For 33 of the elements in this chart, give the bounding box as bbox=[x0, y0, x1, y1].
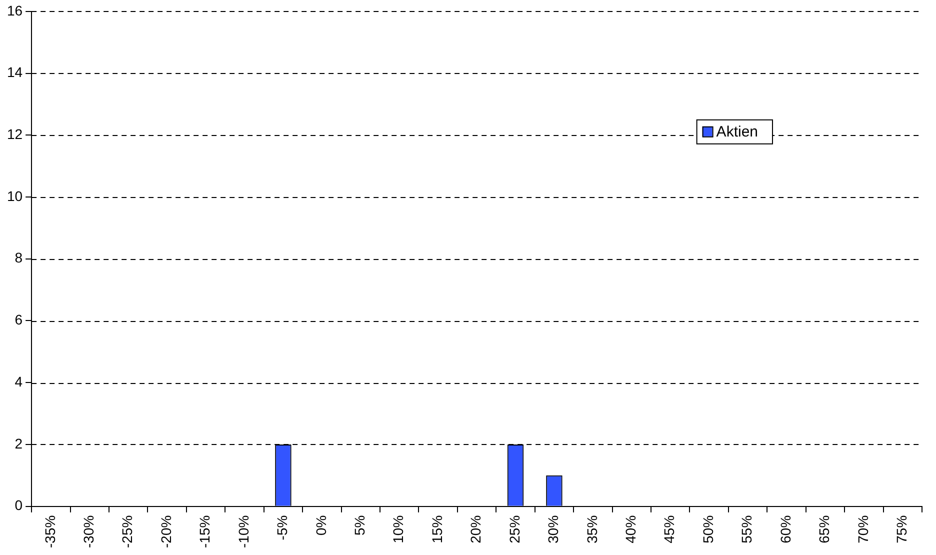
x-tick-label: -30% bbox=[80, 515, 97, 548]
y-tick-label: 4 bbox=[14, 373, 23, 390]
y-tick-label: 16 bbox=[6, 2, 23, 18]
y-tick-label: 14 bbox=[6, 64, 23, 80]
x-tick-label: -10% bbox=[235, 515, 252, 548]
x-tick-label: -20% bbox=[158, 515, 174, 548]
x-tick-label: -5% bbox=[274, 515, 290, 540]
y-tick-label: 6 bbox=[14, 312, 23, 328]
x-tick-label: -35% bbox=[42, 515, 58, 548]
x-tick-label: 45% bbox=[661, 515, 678, 544]
x-tick-label: 10% bbox=[390, 515, 406, 544]
y-tick-label: 10 bbox=[6, 188, 23, 204]
x-tick-label: 70% bbox=[854, 515, 871, 544]
x-tick-label: 50% bbox=[700, 515, 716, 544]
x-tick-label: 55% bbox=[738, 515, 755, 544]
x-tick-label: 25% bbox=[506, 515, 522, 544]
x-tick-label: 65% bbox=[816, 515, 832, 544]
x-tick-label: 0% bbox=[312, 515, 329, 536]
x-tick-label: -25% bbox=[119, 515, 136, 548]
x-tick-label: 75% bbox=[894, 515, 910, 544]
x-tick-label: -15% bbox=[196, 515, 213, 548]
x-tick-label: 30% bbox=[545, 515, 562, 544]
x-tick-label: 35% bbox=[584, 515, 600, 544]
y-tick-label: 2 bbox=[14, 435, 23, 452]
y-tick-label: 0 bbox=[14, 497, 23, 514]
x-tick-label: 5% bbox=[352, 515, 368, 536]
y-tick-label: 8 bbox=[14, 250, 23, 266]
x-tick-label: 15% bbox=[428, 515, 445, 544]
legend-label: Aktien bbox=[716, 124, 758, 141]
x-tick-label: 20% bbox=[468, 515, 484, 544]
x-tick-label: 60% bbox=[777, 515, 794, 544]
x-tick-label: 40% bbox=[622, 515, 639, 544]
y-tick-label: 12 bbox=[6, 126, 23, 142]
